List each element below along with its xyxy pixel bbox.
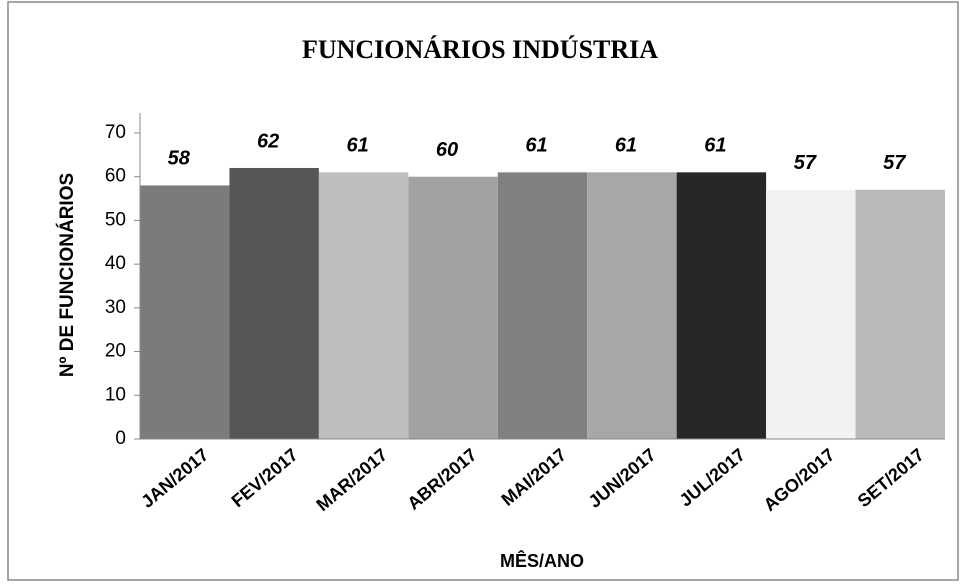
bar	[855, 189, 945, 439]
bar	[766, 189, 856, 439]
y-axis-label: Nº DE FUNCIONÁRIOS	[56, 173, 78, 377]
y-tick-label: 40	[105, 253, 126, 274]
x-axis-label: MÊS/ANO	[500, 550, 584, 571]
bar	[497, 172, 588, 440]
value-label: 61	[704, 135, 726, 157]
y-tick-label: 10	[105, 384, 126, 405]
y-tick-label: 50	[105, 209, 126, 230]
value-label: 58	[168, 148, 191, 170]
value-label: 61	[615, 135, 637, 157]
chart-title: FUNCIONÁRIOS INDÚSTRIA	[302, 35, 658, 64]
bar	[408, 176, 498, 439]
y-tick-label: 30	[105, 297, 126, 318]
y-tick-label: 70	[105, 122, 126, 143]
bar	[676, 172, 767, 440]
value-label: 57	[883, 152, 906, 174]
value-label: 62	[257, 130, 279, 152]
y-tick-label: 60	[105, 166, 126, 187]
bar	[587, 172, 677, 440]
y-tick-label: 0	[115, 428, 126, 449]
bar	[229, 167, 319, 439]
bar	[140, 185, 230, 439]
value-label: 57	[794, 152, 817, 174]
bar	[318, 172, 409, 440]
value-label: 60	[436, 139, 458, 161]
value-label: 61	[346, 135, 368, 157]
value-label: 61	[525, 135, 547, 157]
y-tick-label: 20	[105, 341, 126, 362]
